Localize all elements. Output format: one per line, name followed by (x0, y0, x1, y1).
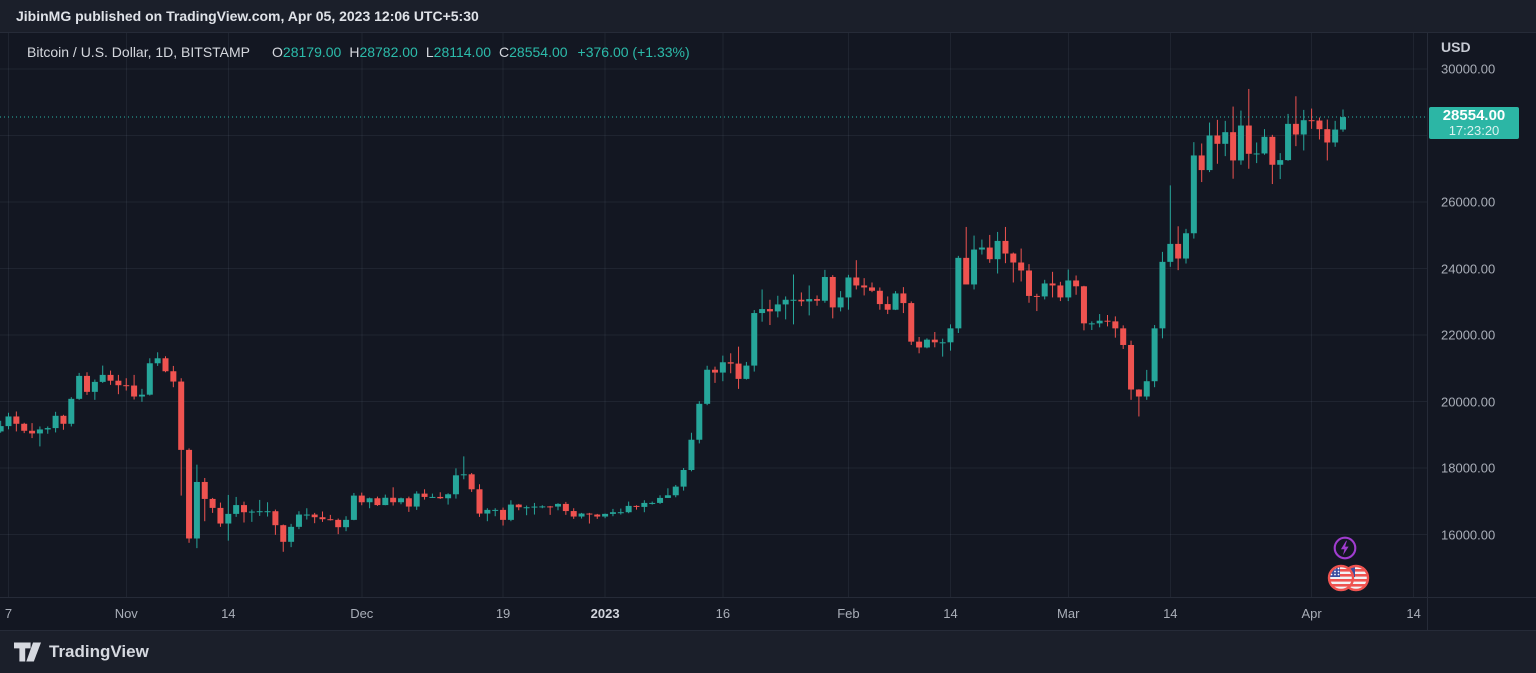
price-tick-label: 24000.00 (1441, 261, 1496, 276)
price-tick-label: 30000.00 (1441, 61, 1496, 77)
time-tick-label: 14 (1163, 606, 1178, 621)
open-label: O (272, 44, 283, 60)
close-label: C (499, 44, 510, 60)
low-label: L (425, 44, 434, 60)
axis-currency-label: USD (1441, 39, 1471, 55)
footer-bar: TradingView (0, 630, 1536, 673)
time-tick-label: 2023 (590, 606, 620, 621)
last-price-label: 28554.00 17:23:20 (1429, 107, 1519, 140)
bar-countdown: 17:23:20 (1448, 123, 1500, 139)
time-tick-label: 14 (221, 606, 236, 621)
publisher-text: published on TradingView.com, Apr 05, 20… (71, 8, 479, 24)
close-value: 28554.00 (509, 44, 568, 60)
time-tick-label: 7 (4, 606, 13, 621)
symbol-title: Bitcoin / U.S. Dollar, 1D, BITSTAMP (27, 44, 251, 60)
time-tick-label: 16 (715, 606, 731, 621)
high-value: 28782.00 (359, 44, 418, 60)
price-tick-label: 18000.00 (1441, 460, 1496, 476)
open-value: 28179.00 (282, 44, 342, 60)
price-axis[interactable]: USD 30000.00 26000.00 24000.00 22000.00 2000… (1427, 33, 1536, 630)
time-tick-label: Mar (1057, 606, 1080, 621)
symbol-legend: Bitcoin / U.S. Dollar, 1D, BITSTAMP O2817… (27, 44, 690, 60)
last-price-value: 28554.00 (1442, 107, 1506, 125)
time-tick-label: Apr (1301, 606, 1322, 621)
candlestick-chart[interactable] (0, 33, 1427, 597)
tradingview-brand-link[interactable]: TradingView (49, 642, 149, 661)
us-economic-event-flags[interactable] (1325, 562, 1373, 594)
time-tick-label: 14 (1406, 606, 1421, 621)
publisher-bar: JibinMG published on TradingView.com, Ap… (0, 0, 1536, 33)
publisher-author-link[interactable]: JibinMG (16, 8, 72, 24)
time-tick-label: Feb (837, 606, 860, 621)
time-tick-label: 14 (943, 606, 958, 621)
price-tick-label: 16000.00 (1441, 527, 1496, 542)
tradingview-logo[interactable] (14, 642, 41, 662)
price-tick-label: 20000.00 (1441, 394, 1496, 409)
high-label: H (349, 44, 360, 60)
time-tick-label: Dec (350, 606, 374, 621)
price-tick-label: 26000.00 (1441, 194, 1496, 210)
lightning-event-icon[interactable] (1333, 536, 1357, 560)
time-tick-label: 19 (495, 606, 511, 621)
chart-pane[interactable]: Bitcoin / U.S. Dollar, 1D, BITSTAMP O2817… (0, 33, 1427, 597)
change-value: +376.00 (+1.33%) (577, 44, 690, 60)
time-tick-label: Nov (114, 606, 138, 621)
time-axis[interactable]: 7 Nov 14 Dec 19 2023 16 Feb 14 Mar 14 Apr 14 (0, 597, 1427, 630)
low-value: 28114.00 (433, 44, 492, 60)
price-tick-label: 22000.00 (1441, 327, 1496, 343)
